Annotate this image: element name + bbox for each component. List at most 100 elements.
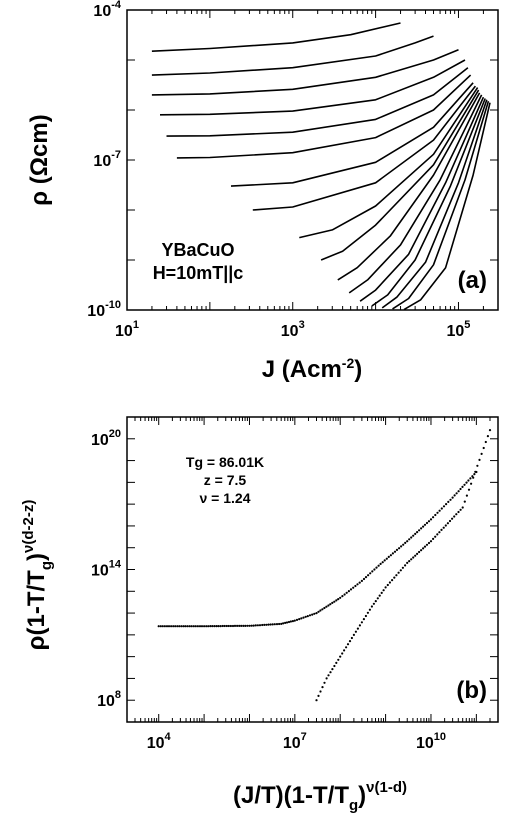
- b-series-2-point: [457, 510, 460, 514]
- b-series-1-point: [329, 603, 332, 606]
- a-series-line-17: [403, 102, 491, 311]
- b-series-2-point: [358, 624, 361, 627]
- b-series-1-point: [416, 531, 419, 534]
- b-series-1-point: [161, 625, 164, 628]
- a-x-tick-label: 101: [115, 319, 139, 340]
- b-series-1-point: [457, 490, 460, 493]
- b-series-1-point: [258, 624, 262, 627]
- b-series-1-point: [347, 590, 350, 593]
- b-series-2-point: [341, 652, 344, 655]
- b-series-1-point: [432, 516, 435, 519]
- b-series-1-point: [451, 496, 454, 499]
- b-series-1-point: [420, 527, 423, 530]
- b-x-tick-label: 1010: [416, 731, 446, 752]
- b-series-2-point: [488, 429, 492, 432]
- b-series-1-point: [271, 623, 274, 626]
- b-series-1-point: [280, 622, 283, 626]
- b-series-1-point: [377, 564, 380, 567]
- b-series-1-point: [398, 547, 401, 550]
- b-series-1-point: [157, 625, 160, 628]
- b-series-2-point: [362, 618, 365, 621]
- b-series-1-point: [227, 624, 230, 628]
- b-series-1-point: [256, 624, 259, 627]
- a-series-line-4: [159, 59, 466, 116]
- b-series-1-point: [221, 624, 224, 628]
- b-series-1-point: [311, 613, 314, 616]
- b-series-1-point: [453, 494, 456, 497]
- b-series-2-point: [391, 579, 394, 582]
- panel-b-annotation-3: ν = 1.24: [200, 490, 251, 506]
- b-series-1-point: [263, 623, 266, 627]
- b-series-1-point: [200, 625, 204, 628]
- b-series-2-point: [397, 571, 400, 574]
- b-series-2-point: [451, 517, 454, 520]
- b-series-1-point: [240, 624, 243, 628]
- b-series-1-point: [343, 593, 346, 596]
- a-series-line-11: [337, 92, 481, 281]
- b-series-1-point: [356, 583, 359, 586]
- b-series-1-point: [167, 625, 171, 628]
- b-series-2-point: [429, 540, 433, 543]
- a-series-line-6: [176, 74, 472, 159]
- b-series-1-point: [427, 520, 431, 523]
- panel-b-y-tick-labels: 108 1014 1020: [91, 428, 122, 710]
- panel-a-series: [151, 22, 491, 311]
- panel-b-annotation-1: Tg = 86.01K: [186, 454, 264, 470]
- b-series-1-point: [387, 555, 390, 559]
- b-series-1-point: [273, 623, 276, 626]
- b-series-1-point: [373, 568, 376, 571]
- b-series-1-point: [461, 485, 464, 488]
- b-series-1-point: [367, 574, 370, 577]
- b-series-2-point: [418, 550, 421, 554]
- b-series-2-point: [364, 614, 367, 618]
- b-series-1-point: [393, 550, 397, 553]
- b-series-2-point: [354, 630, 357, 633]
- b-series-2-point: [319, 690, 322, 693]
- b-series-1-point: [391, 552, 394, 555]
- b-series-2-point: [470, 482, 473, 485]
- b-series-1-point: [211, 625, 214, 628]
- b-series-2-point: [416, 552, 419, 556]
- b-x-tick-label: 107: [283, 731, 307, 752]
- b-series-2-point: [395, 574, 398, 577]
- a-series-line-7: [230, 82, 474, 187]
- b-series-1-point: [275, 623, 279, 626]
- b-series-2-point: [425, 543, 429, 546]
- b-series-2-point: [393, 576, 396, 579]
- b-series-1-point: [463, 483, 466, 486]
- b-series-1-point: [402, 543, 405, 546]
- panel-a-annotation-1: YBaCuO: [161, 240, 234, 260]
- b-series-2-point: [442, 526, 445, 529]
- b-series-1-point: [267, 623, 270, 626]
- b-series-2-point: [370, 605, 373, 608]
- b-series-1-point: [406, 540, 409, 543]
- b-series-2-point: [372, 602, 375, 605]
- b-series-1-point: [404, 541, 407, 545]
- b-series-1-point: [354, 584, 357, 588]
- b-series-2-point: [376, 597, 379, 600]
- b-series-1-point: [352, 586, 355, 589]
- b-series-1-point: [306, 615, 309, 618]
- b-series-2-point: [356, 627, 359, 630]
- b-series-2-point: [461, 506, 464, 509]
- a-series-line-3: [151, 49, 459, 96]
- b-series-1-point: [261, 623, 264, 627]
- b-series-2-point: [323, 681, 326, 684]
- b-series-1-point: [163, 625, 166, 628]
- b-series-1-point: [172, 625, 175, 628]
- panel-b-x-axis-label: (J/T)(1-T/Tg)ν(1-d): [233, 779, 407, 814]
- panel-a-annotation-2: H=10mT||c: [153, 263, 244, 283]
- b-series-1-point: [389, 554, 392, 557]
- b-series-1-point: [215, 625, 218, 628]
- b-series-2-point: [386, 583, 389, 587]
- b-series-1-point: [429, 518, 433, 521]
- b-series-1-point: [219, 625, 222, 628]
- a-x-tick-label: 105: [447, 319, 471, 340]
- b-series-1-point: [473, 473, 476, 476]
- b-series-1-point: [174, 625, 177, 628]
- b-series-2-point: [335, 661, 338, 665]
- a-series-line-10: [320, 89, 480, 261]
- b-series-1-point: [308, 614, 312, 617]
- b-series-1-point: [190, 625, 193, 628]
- b-series-2-point: [472, 476, 475, 479]
